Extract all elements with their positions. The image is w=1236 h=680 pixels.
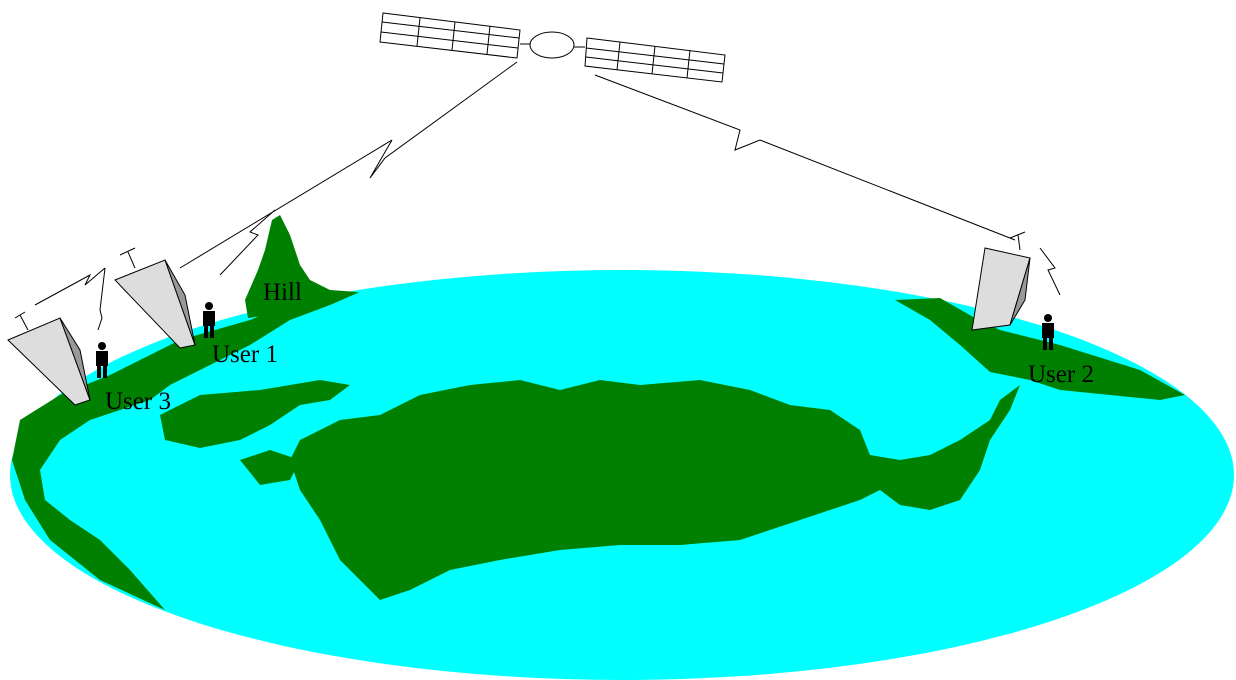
links (34, 61, 1061, 331)
hill-label: Hill (263, 279, 302, 306)
user-label: User 2 (1028, 361, 1094, 388)
land (12, 215, 1185, 610)
user-label: User 3 (105, 388, 171, 415)
buildings (7, 231, 1031, 406)
users (96, 302, 1054, 378)
satellite (379, 12, 726, 83)
user-label: User 1 (212, 341, 278, 368)
